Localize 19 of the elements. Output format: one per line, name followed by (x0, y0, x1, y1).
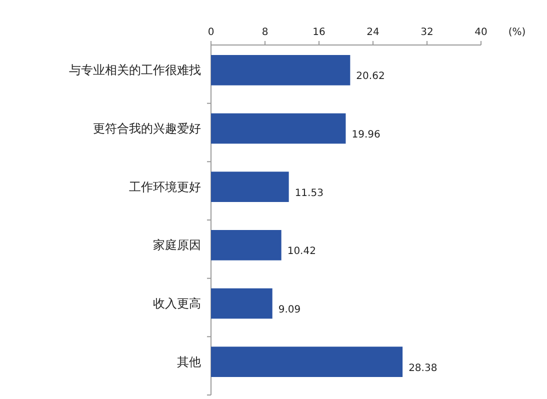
x-tick-label: 24 (366, 27, 380, 38)
x-tick-label: 8 (262, 27, 268, 38)
x-tick-label: 16 (312, 27, 326, 38)
x-tick-label: 0 (208, 27, 214, 38)
data-label: 11.53 (294, 188, 324, 199)
data-label: 10.42 (287, 246, 316, 258)
category-label: 收入更高 (153, 296, 201, 310)
category-label: 家庭原因 (153, 238, 201, 252)
category-label: 更符合我的兴趣爱好 (93, 122, 201, 136)
x-axis-title: (%) (508, 27, 526, 38)
x-tick-label: 32 (420, 27, 434, 38)
category-label: 与专业相关的工作很难找 (69, 63, 201, 78)
x-tick-label: 40 (474, 27, 488, 38)
data-label: 28.38 (408, 362, 438, 374)
data-label: 9.09 (278, 304, 301, 316)
category-label: 其他 (177, 354, 201, 369)
category-label: 工作环境更好 (129, 180, 201, 194)
data-label: 19.96 (352, 130, 380, 140)
data-label: 20.62 (356, 71, 385, 82)
